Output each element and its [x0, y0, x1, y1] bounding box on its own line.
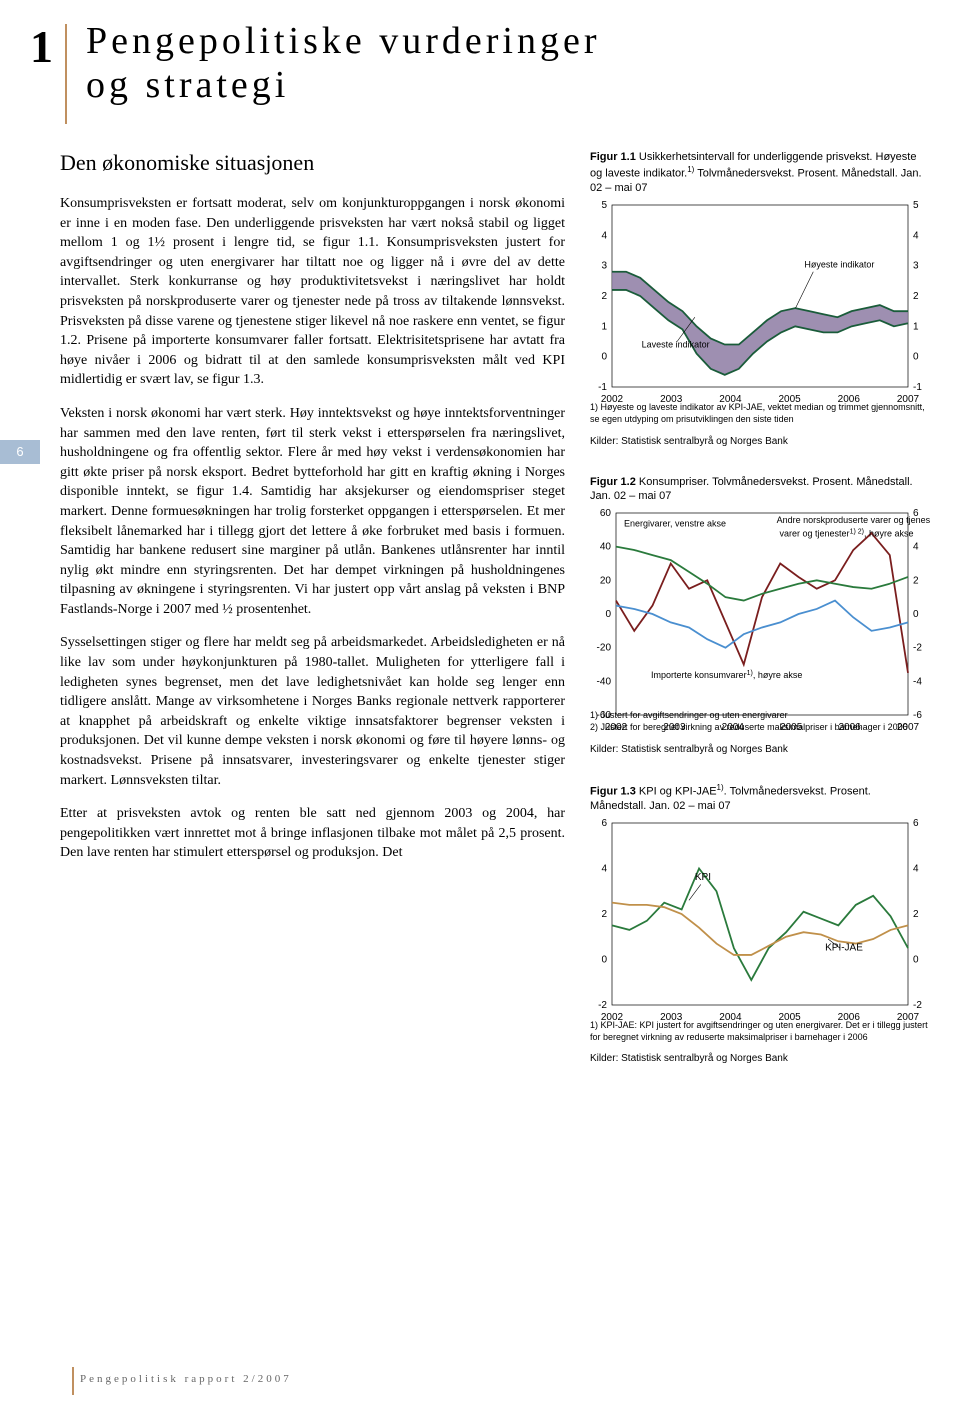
fig-caption-text: KPI og KPI-JAE	[636, 785, 717, 797]
paragraph: Etter at prisveksten avtok og renten ble…	[60, 804, 565, 863]
svg-text:4: 4	[601, 231, 607, 242]
chapter-title: Pengepolitiske vurderinger og strategi	[86, 20, 601, 107]
body-text: Konsumprisveksten er fortsatt moderat, s…	[60, 194, 565, 863]
svg-text:2: 2	[913, 909, 919, 920]
svg-text:-1: -1	[913, 382, 922, 393]
svg-text:2004: 2004	[719, 1012, 742, 1023]
svg-text:2: 2	[913, 576, 919, 587]
chart-1-1: 554433221100-1-1200220032004200520062007…	[590, 199, 930, 399]
fig-source: Kilder: Statistisk sentralbyrå og Norges…	[590, 1053, 930, 1064]
paragraph: Sysselsettingen stiger og flere har meld…	[60, 633, 565, 790]
svg-text:3: 3	[601, 261, 607, 272]
svg-text:-40: -40	[597, 677, 612, 688]
svg-text:-2: -2	[913, 643, 922, 654]
svg-text:2002: 2002	[601, 1012, 624, 1023]
svg-text:2003: 2003	[660, 1012, 683, 1023]
figure-1-2: Figur 1.2 Konsumpriser. Tolvmånedersveks…	[590, 475, 930, 755]
svg-text:2: 2	[601, 291, 607, 302]
footer: Pengepolitisk rapport 2/2007	[80, 1373, 292, 1385]
svg-text:2006: 2006	[838, 1012, 861, 1023]
svg-text:0: 0	[913, 352, 919, 363]
chapter-title-line2: og strategi	[86, 64, 289, 106]
svg-text:60: 60	[600, 508, 612, 519]
svg-text:2004: 2004	[719, 394, 742, 405]
footer-bar	[72, 1367, 74, 1395]
svg-text:5: 5	[601, 200, 607, 211]
svg-text:0: 0	[601, 954, 607, 965]
svg-text:2007: 2007	[897, 722, 920, 733]
svg-text:-20: -20	[597, 643, 612, 654]
fig-caption: Figur 1.2 Konsumpriser. Tolvmånedersveks…	[590, 475, 930, 505]
svg-text:3: 3	[913, 261, 919, 272]
svg-text:1: 1	[601, 322, 607, 333]
svg-text:0: 0	[913, 954, 919, 965]
svg-text:2006: 2006	[838, 394, 861, 405]
svg-text:2004: 2004	[722, 722, 745, 733]
fig-sup: 1)	[717, 783, 724, 792]
svg-text:Høyeste indikator: Høyeste indikator	[804, 260, 874, 270]
fig-num: Figur 1.1	[590, 151, 636, 163]
svg-text:6: 6	[601, 818, 607, 829]
chapter-title-line1: Pengepolitiske vurderinger	[86, 20, 601, 62]
svg-text:2005: 2005	[778, 1012, 801, 1023]
fig-caption-text: Konsumpriser. Tolvmånedersvekst. Prosent…	[590, 476, 913, 503]
svg-text:20: 20	[600, 576, 612, 587]
svg-text:-4: -4	[913, 677, 922, 688]
svg-text:2002: 2002	[601, 394, 624, 405]
svg-text:4: 4	[913, 231, 919, 242]
svg-text:KPI: KPI	[695, 872, 711, 883]
chapter-number: 1	[30, 20, 53, 73]
svg-text:2007: 2007	[897, 394, 920, 405]
svg-text:Energivarer, venstre akse: Energivarer, venstre akse	[624, 519, 726, 529]
svg-text:-60: -60	[597, 710, 612, 721]
svg-text:Laveste indikator: Laveste indikator	[642, 340, 710, 350]
svg-text:40: 40	[600, 542, 612, 553]
svg-text:-2: -2	[913, 1000, 922, 1011]
svg-text:0: 0	[601, 352, 607, 363]
fig-num: Figur 1.3	[590, 785, 636, 797]
chart-1-3: 66442200-2-2200220032004200520062007KPIK…	[590, 817, 930, 1017]
svg-text:0: 0	[605, 609, 611, 620]
svg-text:-1: -1	[598, 382, 607, 393]
chapter-divider	[65, 24, 67, 124]
svg-text:2002: 2002	[605, 722, 628, 733]
subheading: Den økonomiske situasjonen	[60, 150, 565, 176]
svg-text:2005: 2005	[780, 722, 803, 733]
svg-text:2003: 2003	[660, 394, 683, 405]
svg-text:4: 4	[601, 863, 607, 874]
svg-text:0: 0	[913, 609, 919, 620]
svg-text:Andre norskproduserte varer og: Andre norskproduserte varer og tjenester	[777, 515, 930, 525]
svg-text:2005: 2005	[778, 394, 801, 405]
chart-1-2: 60640420200-20-2-40-4-60-620022003200420…	[590, 507, 930, 707]
figure-1-3: Figur 1.3 KPI og KPI-JAE1). Tolvmåneders…	[590, 783, 930, 1065]
page-side-tab: 6	[0, 440, 40, 464]
fig-num: Figur 1.2	[590, 476, 636, 488]
fig-caption: Figur 1.3 KPI og KPI-JAE1). Tolvmåneders…	[590, 783, 930, 814]
svg-text:6: 6	[913, 818, 919, 829]
svg-text:KPI-JAE: KPI-JAE	[825, 942, 863, 953]
svg-text:2006: 2006	[838, 722, 861, 733]
svg-text:2007: 2007	[897, 1012, 920, 1023]
svg-text:-2: -2	[598, 1000, 607, 1011]
svg-text:-6: -6	[913, 710, 922, 721]
svg-text:2003: 2003	[663, 722, 686, 733]
svg-text:Importerte konsumvarer1), høyr: Importerte konsumvarer1), høyre akse	[651, 670, 802, 680]
svg-text:2: 2	[913, 291, 919, 302]
svg-text:2: 2	[601, 909, 607, 920]
fig-caption: Figur 1.1 Usikkerhetsintervall for under…	[590, 150, 930, 196]
left-column: 6 Den økonomiske situasjonen Konsumprisv…	[60, 150, 565, 1064]
fig-source: Kilder: Statistisk sentralbyrå og Norges…	[590, 744, 930, 755]
svg-text:varer og tjenester1) 2), høyre: varer og tjenester1) 2), høyre akse	[780, 529, 914, 539]
svg-text:4: 4	[913, 542, 919, 553]
paragraph: Konsumprisveksten er fortsatt moderat, s…	[60, 194, 565, 390]
svg-text:4: 4	[913, 863, 919, 874]
svg-text:1: 1	[913, 322, 919, 333]
chapter-header: 1 Pengepolitiske vurderinger og strategi	[30, 20, 930, 124]
paragraph: Veksten i norsk økonomi har vært sterk. …	[60, 404, 565, 620]
figure-1-1: Figur 1.1 Usikkerhetsintervall for under…	[590, 150, 930, 447]
fig-source: Kilder: Statistisk sentralbyrå og Norges…	[590, 436, 930, 447]
svg-text:5: 5	[913, 200, 919, 211]
right-column: Figur 1.1 Usikkerhetsintervall for under…	[590, 150, 930, 1064]
